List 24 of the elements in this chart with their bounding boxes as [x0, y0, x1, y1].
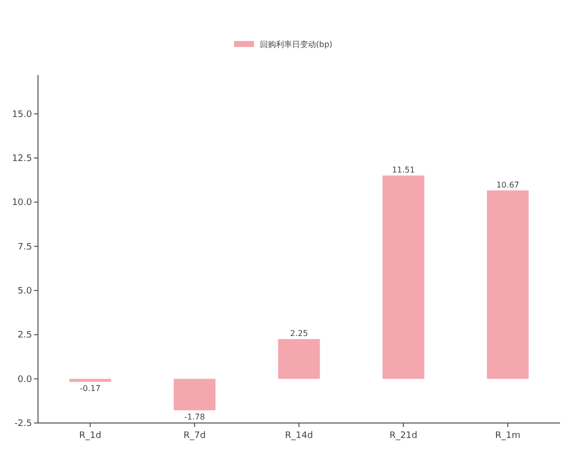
- data-label: 10.67: [496, 180, 520, 190]
- x-tick-label: R_1m: [495, 431, 520, 441]
- bar: [69, 378, 112, 382]
- y-tick-label: 12.5: [12, 154, 32, 164]
- y-tick-label: -2.5: [14, 419, 32, 429]
- x-tick-label: R_14d: [285, 431, 313, 441]
- y-tick-label: 2.5: [18, 330, 32, 341]
- y-tick-label: 0.0: [18, 374, 32, 385]
- x-tick-label: R_1d: [79, 431, 102, 441]
- y-tick-label: 7.5: [18, 242, 32, 252]
- bar: [486, 190, 529, 379]
- bar: [382, 176, 424, 379]
- legend-label: 回购利率日变动(bp): [260, 40, 332, 49]
- data-label: -1.78: [184, 412, 205, 422]
- x-tick-label: R_7d: [184, 431, 206, 441]
- data-label: 11.51: [392, 166, 415, 175]
- y-tick-label: 15.0: [12, 110, 32, 120]
- data-label: -0.17: [80, 384, 101, 393]
- x-tick-label: R_21d: [389, 431, 418, 441]
- y-tick-label: 10.0: [12, 198, 32, 208]
- bar: [278, 339, 320, 379]
- bar: [174, 378, 216, 410]
- data-label: 2.25: [290, 329, 308, 338]
- y-tick-label: 5.0: [18, 286, 32, 297]
